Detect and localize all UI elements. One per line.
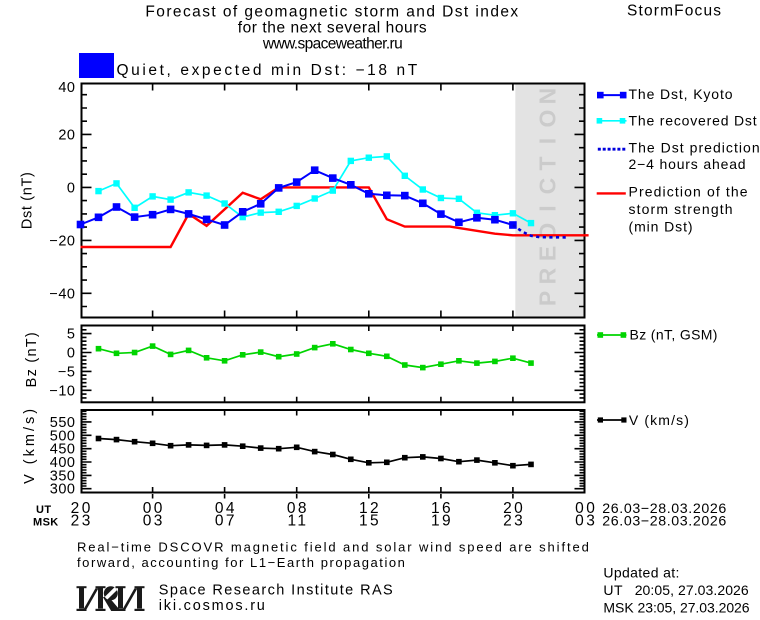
svg-text:C: C (535, 178, 561, 195)
svg-text:The recovered Dst: The recovered Dst (629, 113, 758, 129)
svg-text:04: 04 (215, 500, 237, 517)
svg-text:08: 08 (287, 500, 309, 517)
svg-text:23:05, 27.03.2026: 23:05, 27.03.2026 (638, 600, 750, 616)
svg-text:450: 450 (50, 442, 76, 458)
svg-text:Bz (nT, GSM): Bz (nT, GSM) (630, 327, 718, 343)
svg-text:Bz (nT): Bz (nT) (24, 331, 40, 387)
svg-text:03: 03 (143, 513, 165, 530)
svg-text:−20: −20 (49, 233, 75, 249)
svg-text:20: 20 (503, 500, 525, 517)
svg-text:00: 00 (575, 500, 597, 517)
svg-text:23: 23 (71, 513, 93, 530)
svg-text:The Dst, Kyoto: The Dst, Kyoto (629, 86, 734, 102)
svg-text:iki.cosmos.ru: iki.cosmos.ru (159, 598, 267, 614)
svg-text:20:05, 27.03.2026: 20:05, 27.03.2026 (635, 582, 749, 598)
svg-text:forward, accounting for L1−Ear: forward, accounting for L1−Earth propaga… (77, 555, 406, 570)
svg-text:0: 0 (67, 346, 76, 362)
svg-text:15: 15 (359, 513, 381, 530)
svg-text:V (km/s): V (km/s) (22, 406, 38, 484)
svg-text:MSK: MSK (603, 600, 634, 616)
svg-text:Forecast of geomagnetic storm: Forecast of geomagnetic storm and Dst in… (145, 4, 519, 21)
svg-text:20: 20 (58, 127, 75, 143)
svg-text:StormFocus: StormFocus (627, 3, 722, 20)
svg-text:Quiet, expected min Dst: −18 n: Quiet, expected min Dst: −18 nT (117, 62, 420, 79)
svg-text:07: 07 (215, 513, 237, 530)
svg-text:26.03−28.03.2026: 26.03−28.03.2026 (602, 501, 727, 517)
svg-text:26.03−28.03.2026: 26.03−28.03.2026 (602, 514, 727, 530)
svg-text:300: 300 (50, 482, 76, 498)
svg-text:UT: UT (36, 504, 51, 516)
svg-text:−40: −40 (49, 286, 75, 302)
svg-text:www.spaceweather.ru: www.spaceweather.ru (262, 36, 402, 53)
svg-text:MSK: MSK (33, 517, 59, 529)
svg-text:E: E (535, 246, 561, 261)
svg-text:−5: −5 (58, 364, 76, 380)
svg-text:T: T (535, 156, 561, 170)
svg-text:The Dst prediction: The Dst prediction (629, 139, 760, 155)
svg-text:23: 23 (503, 513, 525, 530)
svg-text:Dst (nT): Dst (nT) (20, 171, 36, 229)
svg-text:O: O (535, 110, 561, 128)
svg-text:0: 0 (67, 180, 76, 196)
svg-text:UT: UT (603, 582, 623, 598)
svg-text:00: 00 (143, 500, 165, 517)
svg-text:40: 40 (58, 80, 75, 96)
svg-text:I: I (535, 205, 561, 211)
svg-text:12: 12 (359, 500, 381, 517)
svg-text:20: 20 (71, 500, 93, 517)
svg-text:550: 550 (50, 415, 76, 431)
svg-text:400: 400 (50, 455, 76, 471)
svg-text:Updated at:: Updated at: (603, 565, 679, 581)
svg-text:2−4 hours ahead: 2−4 hours ahead (629, 156, 747, 172)
svg-text:storm strength: storm strength (629, 201, 734, 217)
svg-text:I: I (535, 138, 561, 144)
svg-text:03: 03 (575, 513, 597, 530)
svg-text:R: R (535, 267, 561, 284)
svg-text:16: 16 (431, 500, 453, 517)
svg-text:P: P (535, 291, 561, 306)
svg-text:(min Dst): (min Dst) (629, 218, 694, 234)
svg-text:V (km/s): V (km/s) (629, 412, 690, 428)
svg-text:Prediction of the: Prediction of the (629, 184, 749, 200)
svg-text:for the next several hours: for the next several hours (238, 20, 427, 37)
svg-text:−10: −10 (49, 383, 75, 399)
svg-text:19: 19 (431, 513, 453, 530)
svg-text:11: 11 (287, 513, 308, 530)
svg-text:N: N (535, 88, 561, 105)
svg-text:Space Research Institute RAS: Space Research Institute RAS (159, 583, 394, 599)
svg-text:Real−time DSCOVR magnetic fiel: Real−time DSCOVR magnetic field and sola… (77, 540, 591, 555)
svg-text:500: 500 (50, 428, 76, 444)
svg-text:350: 350 (50, 468, 76, 484)
svg-text:5: 5 (67, 327, 76, 343)
